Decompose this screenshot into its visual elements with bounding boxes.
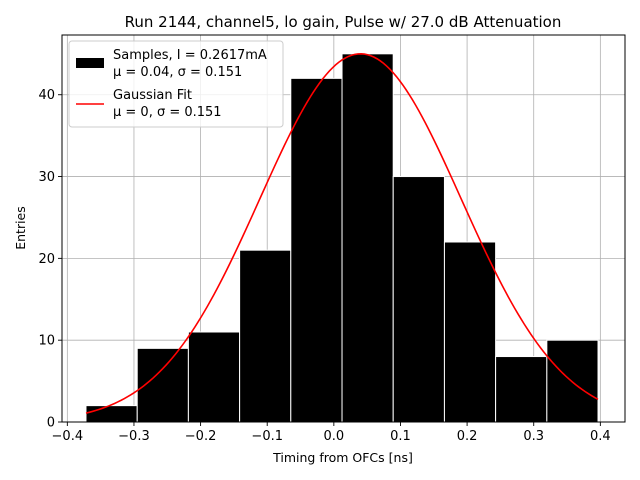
x-tick-label-4: 0.0 bbox=[323, 429, 344, 444]
x-tick-label-6: 0.2 bbox=[457, 429, 478, 444]
histogram-bar-8 bbox=[495, 356, 548, 423]
legend-swatch-samples bbox=[76, 58, 104, 68]
histogram-bar-4 bbox=[290, 77, 343, 423]
histogram-bar-7 bbox=[443, 241, 497, 423]
y-tick-label-2: 20 bbox=[38, 252, 55, 267]
y-tick-label-4: 40 bbox=[38, 88, 55, 103]
x-tick-label-7: 0.3 bbox=[523, 429, 544, 444]
x-tick-label-1: −0.3 bbox=[118, 429, 150, 444]
gaussian-fit-line bbox=[85, 53, 599, 414]
histogram-bar-3 bbox=[239, 249, 292, 423]
legend-stats-samples: μ = 0.04, σ = 0.151 bbox=[113, 65, 242, 80]
x-tick-label-0: −0.4 bbox=[52, 429, 84, 444]
x-tick-label-3: −0.1 bbox=[251, 429, 283, 444]
y-axis-ticks: 0 10 20 30 40 bbox=[38, 88, 62, 431]
histogram-bars bbox=[85, 53, 599, 423]
histogram-bar-0 bbox=[85, 405, 138, 423]
x-axis-label: Timing from OFCs [ns] bbox=[272, 450, 413, 465]
plot-frame bbox=[61, 34, 626, 423]
legend-label-samples: Samples, I = 0.2617mA bbox=[113, 48, 267, 63]
y-axis-label: Entries bbox=[13, 206, 28, 250]
chart-title: Run 2144, channel5, lo gain, Pulse w/ 27… bbox=[125, 13, 562, 31]
x-tick-label-5: 0.1 bbox=[390, 429, 411, 444]
legend-label-fit: Gaussian Fit bbox=[113, 88, 192, 103]
y-tick-label-1: 10 bbox=[38, 334, 55, 349]
legend-box bbox=[68, 40, 284, 128]
gaussian-fit bbox=[85, 53, 599, 414]
histogram-bar-2 bbox=[187, 331, 241, 423]
histogram-bar-5 bbox=[341, 53, 394, 423]
legend-stats-fit: μ = 0, σ = 0.151 bbox=[113, 105, 222, 120]
histogram-bar-6 bbox=[392, 176, 445, 423]
x-tick-label-2: −0.2 bbox=[185, 429, 217, 444]
x-axis-ticks: −0.4 −0.3 −0.2 −0.1 0.0 0.1 0.2 0.3 0.4 bbox=[52, 422, 611, 444]
x-tick-label-8: 0.4 bbox=[590, 429, 611, 444]
y-tick-label-3: 30 bbox=[38, 170, 55, 185]
legend: Samples, I = 0.2617mA μ = 0.04, σ = 0.15… bbox=[68, 40, 284, 128]
y-tick-label-0: 0 bbox=[47, 416, 55, 431]
